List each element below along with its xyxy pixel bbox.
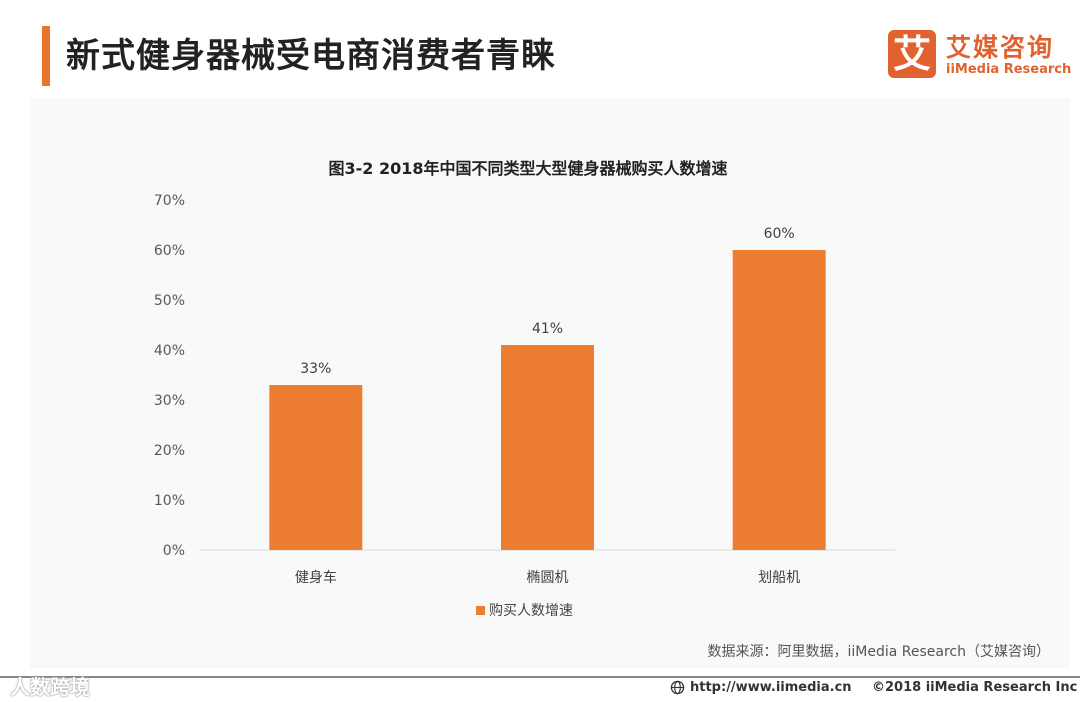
data-label: 33%	[300, 361, 331, 377]
bar	[732, 250, 826, 550]
title-accent-bar	[42, 26, 50, 86]
x-tick-label: 划船机	[758, 570, 800, 586]
watermark-text: 人数跨境	[10, 675, 90, 699]
logo-name-cn: 艾媒咨询	[946, 33, 1055, 62]
data-label: 60%	[764, 226, 795, 242]
logo-name-en: iiMedia Research	[946, 62, 1072, 77]
y-tick-label: 50%	[154, 293, 185, 309]
y-tick-label: 20%	[154, 443, 185, 459]
y-tick-label: 70%	[154, 193, 185, 209]
logo-mark: 艾	[888, 30, 936, 78]
data-label: 41%	[532, 321, 563, 337]
iimedia-logo: 艾 艾媒咨询 iiMedia Research	[888, 30, 1071, 84]
chart-legend: 购买人数增速	[476, 600, 573, 620]
footer-website[interactable]: http://www.iimedia.cn	[670, 680, 852, 695]
legend-swatch	[476, 605, 485, 615]
x-tick-label: 椭圆机	[527, 570, 569, 586]
footer-divider	[0, 676, 1080, 678]
y-tick-label: 40%	[154, 343, 185, 359]
globe-icon	[670, 680, 685, 695]
footer-copyright: ©2018 iiMedia Research Inc	[872, 680, 1078, 695]
x-tick-label: 健身车	[295, 569, 337, 586]
bar	[501, 345, 594, 550]
y-tick-label: 30%	[154, 393, 185, 409]
data-source: 数据来源：阿里数据，iiMedia Research（艾媒咨询）	[707, 644, 1051, 660]
y-tick-label: 60%	[154, 243, 185, 259]
footer-url[interactable]: http://www.iimedia.cn	[690, 680, 852, 695]
y-tick-label: 0%	[163, 543, 185, 559]
page-title: 新式健身器械受电商消费者青睐	[66, 36, 556, 76]
bar	[269, 385, 363, 550]
y-tick-label: 10%	[154, 493, 185, 509]
legend-label: 购买人数增速	[489, 603, 573, 619]
chart-title: 图3-2 2018年中国不同类型大型健身器械购买人数增速	[328, 159, 728, 178]
